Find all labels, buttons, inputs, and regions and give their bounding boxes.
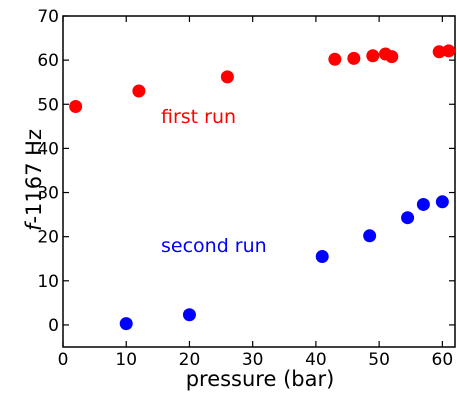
- y-axis-label-italic: f: [22, 220, 46, 231]
- y-axis-ticks: 0 10 20 30 40 50 60 70: [37, 7, 455, 336]
- data-point-series-1: [432, 45, 446, 59]
- y-tick-label: 50: [37, 95, 59, 115]
- y-tick-label: 70: [37, 7, 59, 27]
- x-tick-label: 50: [368, 350, 390, 370]
- data-point-series-2: [401, 211, 415, 225]
- x-tick-label: 30: [242, 350, 264, 370]
- y-tick-label: 30: [37, 184, 59, 204]
- y-tick-label: 20: [37, 228, 59, 248]
- x-axis-label: pressure (bar): [186, 367, 335, 391]
- data-point-series-1: [132, 84, 146, 98]
- data-point-series-1: [347, 51, 361, 65]
- data-point-series-2: [435, 195, 449, 209]
- data-point-series-2: [416, 197, 430, 211]
- x-tick-label: 40: [305, 350, 327, 370]
- annotation-label: second run: [161, 235, 267, 257]
- data-point-series-1: [69, 99, 83, 113]
- y-tick-label: 10: [37, 272, 59, 292]
- x-tick-label: 60: [432, 350, 454, 370]
- x-axis-ticks: 0 10 20 30 40 50 60: [58, 16, 454, 370]
- y-axis-label-rest: -1167 Hz: [22, 129, 46, 224]
- data-point-series-2: [315, 250, 329, 264]
- y-tick-label: 40: [37, 139, 59, 159]
- x-tick-label: 10: [115, 350, 137, 370]
- data-point-series-1: [220, 70, 234, 84]
- data-point-series-2: [119, 317, 133, 331]
- annotations: first run second run: [161, 106, 267, 257]
- plot-frame: [62, 15, 456, 348]
- data-point-series-2: [363, 229, 377, 243]
- data-point-series-1: [328, 52, 342, 66]
- x-tick-label: 0: [58, 350, 69, 370]
- y-axis-label: f-1167 Hz: [22, 129, 46, 231]
- data-points: [69, 44, 456, 331]
- data-point-series-2: [182, 308, 196, 322]
- data-point-series-1: [366, 49, 380, 63]
- annotation-label: first run: [161, 106, 236, 128]
- data-point-series-1: [442, 44, 456, 58]
- data-point-series-1: [385, 50, 399, 64]
- x-tick-label: 20: [179, 350, 201, 370]
- plot-area: [62, 15, 456, 348]
- y-tick-label: 60: [37, 51, 59, 71]
- y-tick-label: 0: [48, 316, 59, 336]
